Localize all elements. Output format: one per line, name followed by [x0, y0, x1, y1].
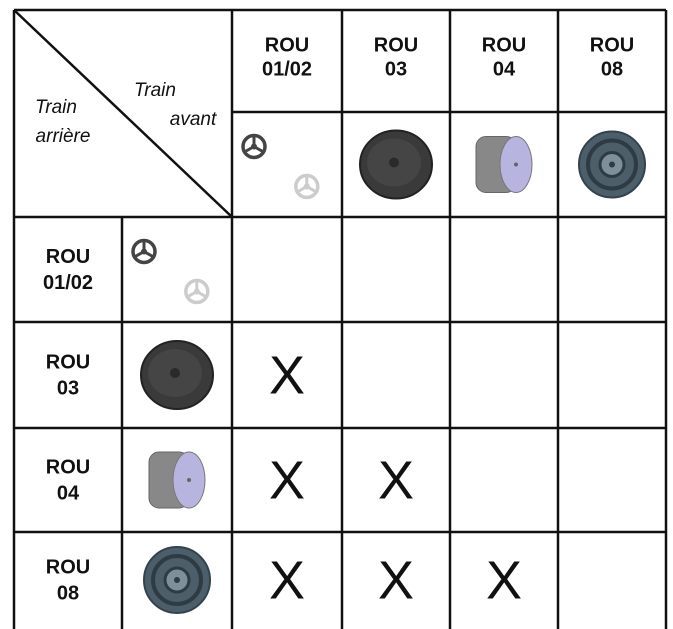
wheel-spoke	[187, 290, 198, 298]
wheel-spoke	[306, 185, 317, 193]
wheel-rim	[184, 278, 210, 305]
row-header: 01/02	[43, 272, 93, 294]
column-header: ROU	[482, 34, 526, 56]
wheel-icon	[359, 129, 433, 200]
column-header: 08	[601, 58, 623, 80]
cell-mark: X	[378, 550, 414, 610]
corner-rear: arrière	[36, 126, 91, 147]
pulley-hub	[609, 161, 615, 168]
column-header: 01/02	[262, 58, 312, 80]
wheel-rim	[294, 173, 320, 200]
wheel-rim	[131, 238, 157, 265]
roller-dot	[514, 162, 518, 167]
cell-mark: X	[269, 450, 305, 510]
pulley-ring	[586, 138, 638, 191]
corner-front: Train	[134, 80, 176, 101]
wheel-icon	[140, 340, 214, 410]
cell-mark: X	[378, 450, 414, 510]
pulley-ring	[151, 554, 203, 606]
wheel-spoke	[196, 290, 207, 298]
wheel-spoke	[297, 185, 308, 193]
wheel-spoke	[244, 145, 255, 153]
diagonal	[13, 9, 233, 218]
cell-mark: X	[486, 550, 522, 610]
wheel-icon	[131, 238, 210, 305]
column-header: 04	[493, 58, 516, 80]
row-header: 03	[57, 377, 79, 399]
row-header: ROU	[46, 351, 90, 373]
cell-mark: X	[269, 345, 305, 405]
roller-dot	[187, 478, 191, 482]
pulley-hub	[174, 577, 180, 583]
row-header: ROU	[46, 456, 90, 478]
wheel-spoke	[253, 145, 264, 153]
column-header: 03	[385, 58, 407, 80]
cell-mark: X	[269, 550, 305, 610]
corner-front: avant	[170, 109, 217, 130]
row-header: ROU	[46, 246, 90, 268]
wheel-icon	[148, 451, 206, 509]
table-grid	[12, 8, 668, 629]
tire-hub	[170, 368, 180, 378]
wheel-icon	[143, 546, 211, 614]
row-header: 08	[57, 582, 79, 604]
row-header: ROU	[46, 556, 90, 578]
wheel-icon	[475, 136, 533, 193]
wheel-icon	[241, 133, 320, 200]
column-header: ROU	[590, 34, 634, 56]
wheel-spoke	[134, 250, 145, 258]
wheel-rim	[241, 133, 267, 160]
wheel-spoke	[143, 250, 154, 258]
corner-rear: Train	[35, 97, 77, 118]
column-header: ROU	[374, 34, 418, 56]
row-header: 04	[57, 482, 80, 504]
wheel-icon	[578, 130, 646, 199]
tire-hub	[389, 157, 399, 168]
column-header: ROU	[265, 34, 309, 56]
